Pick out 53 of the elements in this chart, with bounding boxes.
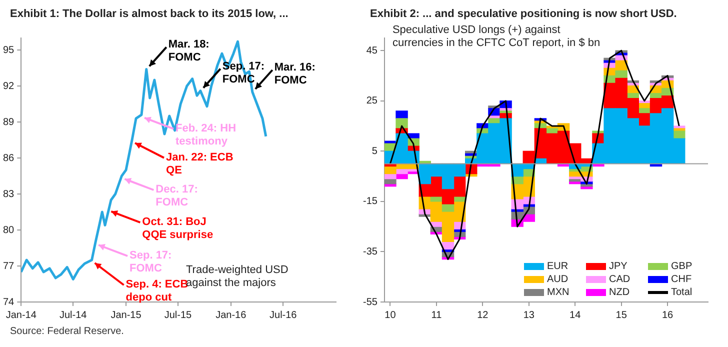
legend-label: AUD: [547, 274, 568, 285]
x-tick-label: 13: [523, 310, 535, 321]
y-tick-label: 5: [372, 146, 378, 157]
annotation: Mar. 18: FOMC: [168, 38, 210, 64]
x-tick-label: 16: [662, 310, 674, 321]
x-tick-label: Jul-15: [164, 310, 192, 321]
y-tick-label: 74: [3, 296, 15, 308]
bar: [442, 204, 454, 212]
annotation: Oct. 31: BoJ QQE surprise: [142, 216, 214, 241]
y-tick-label: 83: [3, 188, 15, 200]
legend-label: NZD: [609, 287, 630, 298]
y-tick-label: 89: [3, 116, 15, 128]
x-tick-label: 12: [477, 310, 489, 321]
y-tick-label: 92: [3, 80, 15, 92]
bar: [430, 196, 443, 202]
y-tick-label: 80: [3, 224, 15, 236]
legend-label: EUR: [547, 261, 568, 272]
annotation: Mar. 16: FOMC: [274, 62, 316, 87]
legend-label: JPY: [609, 261, 628, 272]
chart-title: Exhibit 2: ... and speculative positioning is now short USD.: [370, 8, 677, 20]
annotation: Jan. 22: ECB QE: [166, 151, 234, 176]
y-tick-label: -15: [363, 196, 378, 208]
y-tick-label: 45: [366, 45, 378, 56]
source-note: Source: Federal Reserve.: [10, 326, 124, 337]
bar: [396, 118, 408, 129]
annotation: Trade-weighted USD against the majors: [186, 264, 290, 290]
x-tick-label: 15: [616, 310, 628, 321]
x-tick-label: Jan-16: [216, 310, 247, 321]
y-tick-label: 77: [3, 260, 15, 272]
annotation: Sep. 17: FOMC: [130, 250, 172, 275]
annotation: Feb. 24: HH testimony: [176, 122, 236, 148]
x-tick-label: 11: [431, 310, 442, 321]
legend-label: CHF: [671, 274, 692, 285]
y-tick-label: -35: [363, 246, 378, 258]
chart-title: Exhibit 1: The Dollar is almost back to its 2015 low, ...: [10, 8, 288, 20]
x-tick-label: Jan-15: [110, 310, 142, 321]
x-tick-label: Jan-14: [6, 310, 37, 321]
x-tick-label: 10: [384, 310, 396, 321]
annotation: Sep. 4: ECB depo cut: [126, 278, 188, 304]
bar: [396, 110, 408, 119]
y-tick-label: -55: [363, 296, 378, 308]
chart-subtitle: Speculative USD longs (+) against currencies in the CFTC CoT report, in $ bn: [392, 24, 602, 50]
y-tick-label: 25: [366, 96, 378, 107]
x-tick-label: 14: [570, 310, 582, 321]
legend-label: MXN: [547, 287, 570, 298]
legend-label: Total: [671, 287, 692, 298]
y-tick-label: 86: [3, 152, 15, 164]
x-tick-label: Jul-16: [270, 310, 298, 321]
x-tick-label: Jul-14: [60, 310, 88, 321]
y-tick-label: 95: [3, 44, 15, 56]
legend-label: CAD: [609, 274, 630, 285]
legend-label: GBP: [671, 261, 692, 272]
annotation: Dec. 17: FOMC: [156, 184, 198, 209]
